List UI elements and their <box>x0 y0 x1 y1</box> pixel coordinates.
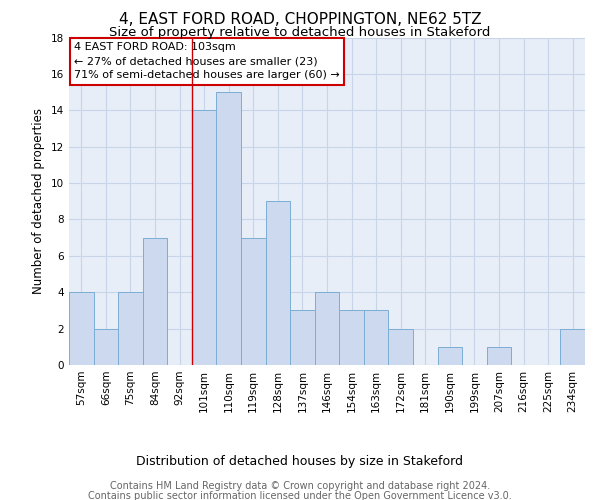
Text: Contains public sector information licensed under the Open Government Licence v3: Contains public sector information licen… <box>88 491 512 500</box>
Bar <box>217 92 241 365</box>
Bar <box>339 310 364 365</box>
Bar <box>364 310 388 365</box>
Bar <box>118 292 143 365</box>
Bar <box>94 328 118 365</box>
Bar <box>266 201 290 365</box>
Bar <box>241 238 266 365</box>
Y-axis label: Number of detached properties: Number of detached properties <box>32 108 46 294</box>
Text: 4, EAST FORD ROAD, CHOPPINGTON, NE62 5TZ: 4, EAST FORD ROAD, CHOPPINGTON, NE62 5TZ <box>119 12 481 28</box>
Bar <box>388 328 413 365</box>
Text: 4 EAST FORD ROAD: 103sqm
← 27% of detached houses are smaller (23)
71% of semi-d: 4 EAST FORD ROAD: 103sqm ← 27% of detach… <box>74 42 340 80</box>
Bar <box>290 310 315 365</box>
Bar <box>143 238 167 365</box>
Bar <box>69 292 94 365</box>
Text: Contains HM Land Registry data © Crown copyright and database right 2024.: Contains HM Land Registry data © Crown c… <box>110 481 490 491</box>
Bar <box>560 328 585 365</box>
Text: Size of property relative to detached houses in Stakeford: Size of property relative to detached ho… <box>109 26 491 39</box>
Text: Distribution of detached houses by size in Stakeford: Distribution of detached houses by size … <box>137 455 464 468</box>
Bar <box>487 347 511 365</box>
Bar <box>437 347 462 365</box>
Bar <box>315 292 339 365</box>
Bar <box>192 110 217 365</box>
